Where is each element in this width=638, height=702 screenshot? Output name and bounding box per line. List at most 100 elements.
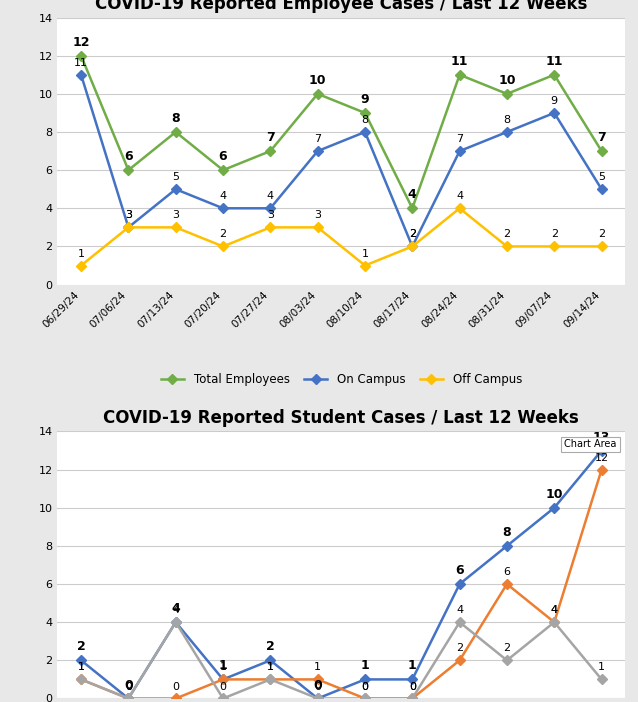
Text: 0: 0: [219, 682, 226, 691]
Off Campus: [77, 675, 85, 684]
On Campus: [408, 694, 416, 702]
Off Campus: [172, 618, 179, 626]
Off Campus: [503, 242, 511, 251]
Text: 0: 0: [362, 682, 369, 691]
Text: 2: 2: [503, 644, 510, 654]
Text: Chart Area: Chart Area: [565, 439, 617, 449]
Off Campus: [456, 618, 463, 626]
Text: 2: 2: [456, 644, 463, 654]
Line: Off Campus: Off Campus: [78, 205, 605, 269]
Text: 4: 4: [219, 192, 226, 201]
Text: 7: 7: [456, 134, 463, 144]
Off Campus: [219, 694, 227, 702]
Text: 1: 1: [78, 249, 85, 258]
On Campus: [361, 694, 369, 702]
Text: 6: 6: [124, 150, 133, 163]
Text: 2: 2: [503, 230, 510, 239]
Total Employees: [77, 51, 85, 60]
Total Students: [598, 446, 605, 455]
Total Employees: [408, 204, 416, 213]
Text: 9: 9: [360, 93, 369, 106]
Text: 11: 11: [451, 55, 468, 68]
Text: 2: 2: [409, 230, 416, 239]
Off Campus: [361, 261, 369, 270]
Text: 1: 1: [267, 663, 274, 673]
Text: 1: 1: [362, 249, 369, 258]
Title: COVID-19 Reported Student Cases / Last 12 Weeks: COVID-19 Reported Student Cases / Last 1…: [103, 409, 579, 427]
On Campus: [219, 675, 227, 684]
Total Students: [361, 675, 369, 684]
On Campus: [314, 675, 322, 684]
Text: 7: 7: [597, 131, 606, 144]
Text: 0: 0: [313, 679, 322, 691]
On Campus: [77, 71, 85, 79]
Text: 7: 7: [314, 134, 322, 144]
Text: 1: 1: [598, 663, 605, 673]
Text: 4: 4: [408, 188, 417, 201]
Total Employees: [551, 71, 558, 79]
Total Students: [314, 694, 322, 702]
Text: 5: 5: [172, 172, 179, 183]
Line: Total Students: Total Students: [78, 447, 605, 702]
Text: 1: 1: [408, 659, 417, 673]
Off Campus: [267, 675, 274, 684]
Off Campus: [314, 223, 322, 232]
Text: 11: 11: [74, 58, 88, 68]
Total Students: [503, 542, 511, 550]
Text: 4: 4: [551, 605, 558, 615]
Text: 4: 4: [267, 192, 274, 201]
Total Employees: [124, 166, 132, 174]
Off Campus: [551, 618, 558, 626]
Line: On Campus: On Campus: [78, 466, 605, 702]
Text: 0: 0: [362, 682, 369, 691]
On Campus: [408, 242, 416, 251]
Text: 1: 1: [219, 659, 227, 673]
Off Campus: [598, 675, 605, 684]
On Campus: [219, 204, 227, 213]
Total Students: [267, 656, 274, 665]
Text: 13: 13: [593, 430, 611, 444]
On Campus: [456, 147, 463, 155]
Line: Off Campus: Off Campus: [78, 618, 605, 702]
Text: 6: 6: [219, 150, 227, 163]
Title: COVID-19 Reported Employee Cases / Last 12 Weeks: COVID-19 Reported Employee Cases / Last …: [95, 0, 588, 13]
Text: 3: 3: [172, 211, 179, 220]
Text: 0: 0: [125, 682, 132, 691]
Text: 0: 0: [125, 682, 132, 691]
Off Campus: [598, 242, 605, 251]
On Campus: [172, 694, 179, 702]
Off Campus: [503, 656, 511, 665]
Off Campus: [314, 694, 322, 702]
Text: 11: 11: [545, 55, 563, 68]
On Campus: [124, 223, 132, 232]
Text: 0: 0: [409, 682, 416, 691]
On Campus: [267, 204, 274, 213]
On Campus: [503, 580, 511, 588]
Text: 1: 1: [267, 663, 274, 673]
Total Students: [77, 656, 85, 665]
On Campus: [124, 694, 132, 702]
Text: 8: 8: [503, 115, 510, 125]
Text: 2: 2: [598, 230, 605, 239]
Total Employees: [219, 166, 227, 174]
Text: 2: 2: [219, 230, 226, 239]
Total Students: [551, 503, 558, 512]
Text: 4: 4: [551, 605, 558, 615]
Off Campus: [408, 242, 416, 251]
Text: 0: 0: [172, 682, 179, 691]
Text: 3: 3: [314, 211, 321, 220]
Text: 1: 1: [360, 659, 369, 673]
Text: 4: 4: [172, 605, 179, 615]
Text: 7: 7: [266, 131, 275, 144]
Text: 8: 8: [172, 112, 180, 125]
Total Students: [172, 618, 179, 626]
Total Students: [124, 694, 132, 702]
Text: 8: 8: [503, 526, 511, 539]
Text: 2: 2: [266, 640, 275, 654]
Text: 4: 4: [456, 192, 463, 201]
Text: 1: 1: [78, 663, 85, 673]
Total Students: [408, 675, 416, 684]
Text: 2: 2: [77, 640, 85, 654]
Off Campus: [77, 261, 85, 270]
Text: 0: 0: [409, 682, 416, 691]
